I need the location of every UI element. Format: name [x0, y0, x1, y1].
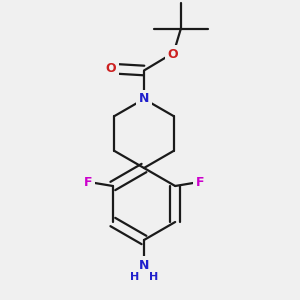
Text: H: H: [149, 272, 158, 282]
Text: H: H: [130, 272, 139, 282]
Text: N: N: [139, 92, 149, 106]
Text: O: O: [168, 48, 178, 61]
Text: N: N: [139, 259, 149, 272]
Text: F: F: [84, 176, 92, 189]
Text: O: O: [105, 62, 116, 76]
Text: F: F: [196, 176, 204, 189]
